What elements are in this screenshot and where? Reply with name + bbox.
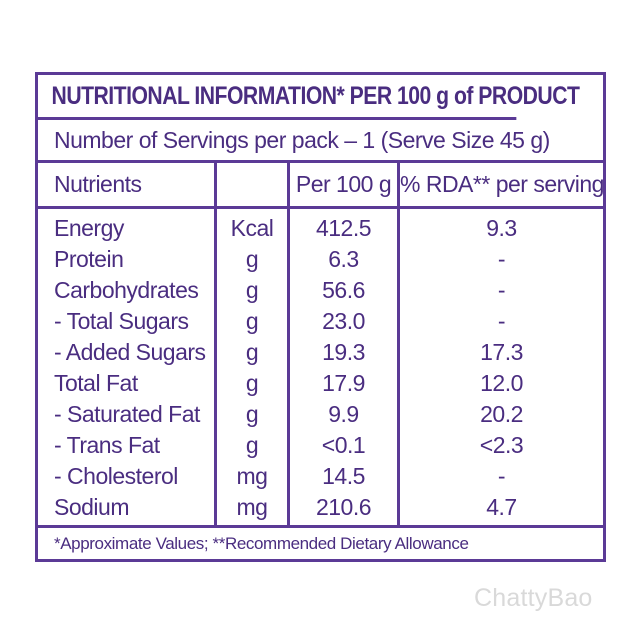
label-title: NUTRITIONAL INFORMATION* PER 100 g of PR… <box>38 75 580 120</box>
nutrient-unit: g <box>245 432 259 458</box>
column-divider <box>397 163 400 525</box>
nutrient-unit: Kcal <box>230 215 274 241</box>
nutrient-rda: - <box>497 246 506 272</box>
nutrient-name: Energy <box>54 215 124 241</box>
nutrient-unit: g <box>245 308 259 334</box>
nutrient-per-100g: <0.1 <box>321 432 366 458</box>
nutrient-unit: g <box>245 370 259 396</box>
column-divider <box>214 163 217 525</box>
nutrient-name: Sodium <box>54 494 129 520</box>
table-header: Nutrients Per 100 g % RDA** per serving <box>38 163 604 209</box>
nutrient-per-100g: 23.0 <box>322 308 365 334</box>
nutrient-unit: g <box>245 339 259 365</box>
nutrient-name: Carbohydrates <box>54 277 199 303</box>
watermark-text: ChattyBao <box>474 584 593 612</box>
nutrient-name: - Total Sugars <box>54 308 189 334</box>
nutrient-rda: 4.7 <box>486 494 517 520</box>
nutrient-per-100g: 412.5 <box>315 215 372 241</box>
table-row: - Cholesterol mg 14.5 - <box>38 461 603 492</box>
nutrient-unit: mg <box>236 463 268 489</box>
header-per-100g: Per 100 g <box>295 171 392 197</box>
nutrient-per-100g: 14.5 <box>322 463 365 489</box>
nutrient-unit: g <box>245 277 259 303</box>
nutrient-name: - Cholesterol <box>54 463 178 489</box>
table-row: - Added Sugars g 19.3 17.3 <box>38 337 603 368</box>
column-divider <box>287 163 290 525</box>
nutrient-unit: mg <box>236 494 268 520</box>
table-row: Carbohydrates g 56.6 - <box>38 275 603 306</box>
header-nutrients: Nutrients <box>54 171 142 197</box>
nutrient-per-100g: 210.6 <box>315 494 372 520</box>
nutrient-per-100g: 19.3 <box>322 339 365 365</box>
nutrient-rda: - <box>497 277 506 303</box>
nutrient-rda: 20.2 <box>480 401 523 427</box>
nutrient-name: Total Fat <box>54 370 138 396</box>
nutrition-label: NUTRITIONAL INFORMATION* PER 100 g of PR… <box>35 72 606 562</box>
table-row: Sodium mg 210.6 4.7 <box>38 492 603 523</box>
nutrient-per-100g: 56.6 <box>322 277 365 303</box>
nutrient-unit: g <box>245 401 259 427</box>
nutrient-name: - Added Sugars <box>54 339 206 365</box>
nutrient-rda: 12.0 <box>480 370 523 396</box>
serving-info: Number of Servings per pack – 1 (Serve S… <box>38 120 603 163</box>
footnote: *Approximate Values; **Recommended Dieta… <box>38 525 603 559</box>
table-row: Total Fat g 17.9 12.0 <box>38 368 603 399</box>
table-row: - Saturated Fat g 9.9 20.2 <box>38 399 603 430</box>
nutrient-rda: - <box>497 308 506 334</box>
header-unit <box>217 163 287 206</box>
table-row: Protein g 6.3 - <box>38 244 603 275</box>
nutrient-per-100g: 6.3 <box>328 246 359 272</box>
table-row: Energy Kcal 412.5 9.3 <box>38 213 603 244</box>
nutrient-name: - Saturated Fat <box>54 401 200 427</box>
table-row: - Trans Fat g <0.1 <2.3 <box>38 430 603 461</box>
nutrient-rda: <2.3 <box>479 432 524 458</box>
header-rda: % RDA** per serving <box>400 171 604 197</box>
table-row: - Total Sugars g 23.0 - <box>38 306 603 337</box>
nutrient-per-100g: 17.9 <box>322 370 365 396</box>
nutrient-rows: Energy Kcal 412.5 9.3 Protein g 6.3- Carbohydra… <box>38 209 603 525</box>
nutrient-rda: 9.3 <box>486 215 517 241</box>
nutrient-name: Protein <box>54 246 124 272</box>
nutrient-per-100g: 9.9 <box>328 401 359 427</box>
nutrient-unit: g <box>245 246 259 272</box>
nutrient-rda: - <box>497 463 506 489</box>
nutrient-rda: 17.3 <box>480 339 523 365</box>
nutrient-name: - Trans Fat <box>54 432 160 458</box>
